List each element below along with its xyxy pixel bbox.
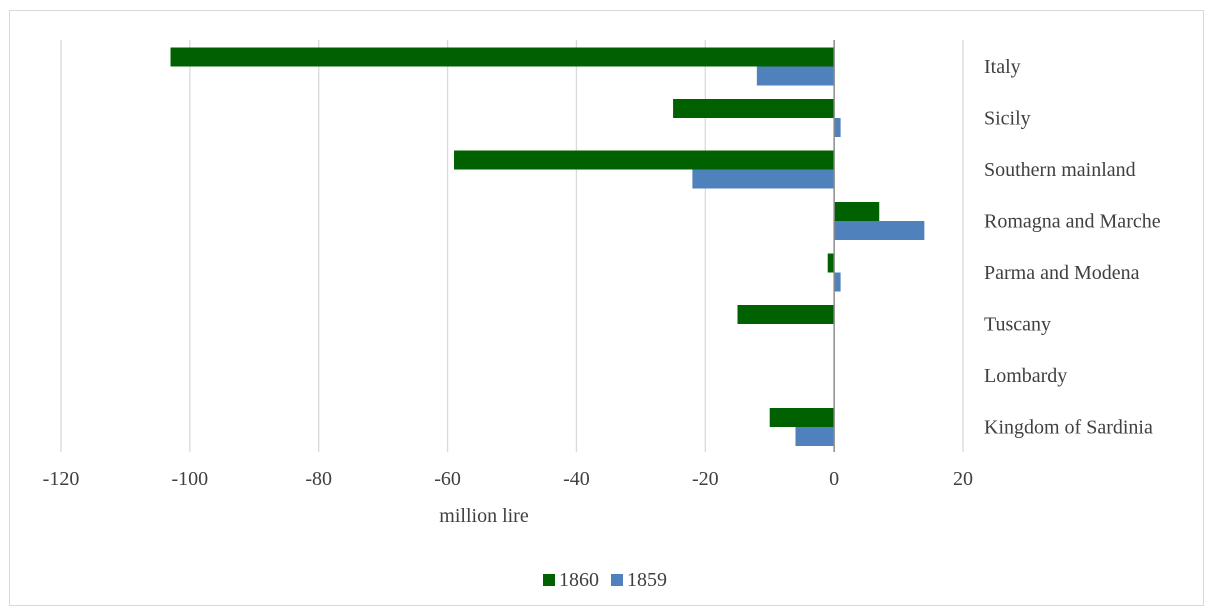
bar-1859-parma-and-modena	[834, 272, 841, 292]
legend-swatch-1860	[543, 574, 555, 586]
bar-1860-kingdom-of-sardinia	[769, 408, 835, 427]
bar-1859-italy	[756, 66, 835, 86]
legend-swatch-1859	[611, 574, 623, 586]
bar-1859-kingdom-of-sardinia	[795, 427, 835, 446]
x-axis-label: million lire	[439, 505, 529, 527]
bar-1860-sicily	[673, 99, 835, 118]
category-label: Tuscany	[984, 313, 1051, 335]
category-label: Kingdom of Sardinia	[984, 416, 1153, 438]
legend: 1860 1859	[543, 569, 667, 591]
x-tick-label: -80	[305, 468, 332, 490]
category-label: Romagna and Marche	[984, 210, 1161, 232]
legend-label-1860: 1860	[559, 569, 599, 591]
category-labels: Italy Sicily Southern mainland Romagna and …	[984, 56, 1161, 439]
bar-1859-sicily	[834, 118, 841, 137]
x-tick-label: 20	[953, 468, 973, 490]
category-label: Sicily	[984, 107, 1031, 129]
category-label: Southern mainland	[984, 159, 1136, 181]
x-tick-label: -60	[434, 468, 461, 490]
category-label: Italy	[984, 56, 1021, 78]
chart-frame	[9, 10, 1204, 606]
bar-1860-tuscany	[737, 305, 835, 324]
x-tick-label: -20	[692, 468, 719, 490]
bar-1859-romagna-and-marche	[834, 221, 925, 240]
x-tick-label: 0	[829, 468, 839, 490]
bars	[170, 47, 925, 446]
x-tick-label: -40	[563, 468, 590, 490]
legend-label-1859: 1859	[627, 569, 667, 591]
x-tick-labels: -120 -100 -80 -60 -40 -20 0 20	[43, 468, 973, 490]
bar-1860-italy	[170, 47, 835, 67]
gridlines	[60, 40, 964, 452]
bar-1859-southern-mainland	[692, 169, 835, 189]
x-tick-label: -120	[43, 468, 80, 490]
x-tick-label: -100	[172, 468, 209, 490]
bar-1860-parma-and-modena	[827, 253, 835, 273]
bar-1860-southern-mainland	[454, 150, 835, 170]
bar-1860-romagna-and-marche	[834, 202, 880, 221]
category-label: Lombardy	[984, 365, 1067, 387]
category-label: Parma and Modena	[984, 262, 1140, 284]
